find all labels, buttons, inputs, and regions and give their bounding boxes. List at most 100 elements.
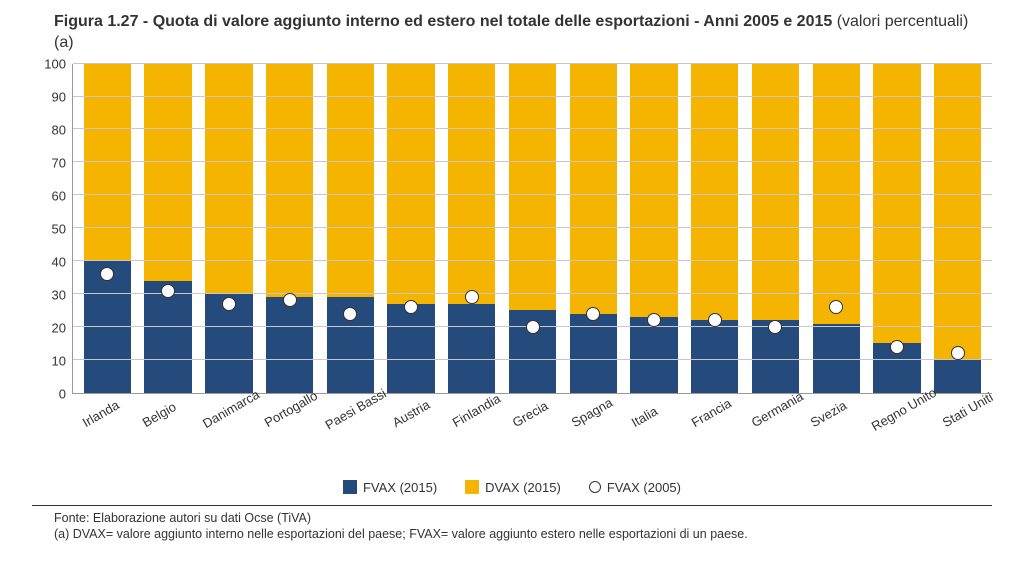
y-tick: 0 (59, 386, 66, 401)
fvax-2005-marker (343, 307, 357, 321)
footnote-a: (a) DVAX= valore aggiunto interno nelle … (24, 526, 1000, 543)
bar-seg-dvax (934, 64, 981, 360)
fvax-2005-marker (526, 320, 540, 334)
y-tick: 10 (52, 353, 66, 368)
swatch-dvax (465, 480, 479, 494)
bar-slot (745, 64, 806, 393)
y-tick: 70 (52, 155, 66, 170)
bar-seg-dvax (873, 64, 920, 344)
bar-seg-dvax (84, 64, 131, 261)
fvax-2005-marker (708, 313, 722, 327)
x-axis-labels: IrlandaBelgioDanimarcaPortogalloPaesi Ba… (72, 394, 992, 444)
y-tick: 50 (52, 221, 66, 236)
x-label: Stati Uniti (937, 382, 1014, 455)
bar-slot (381, 64, 442, 393)
bar (205, 64, 252, 393)
bar-slot (867, 64, 928, 393)
bar (813, 64, 860, 393)
bar-slot (138, 64, 199, 393)
bar (934, 64, 981, 393)
bars-container (73, 64, 992, 393)
gridline (73, 194, 992, 195)
fvax-2005-marker (465, 290, 479, 304)
fvax-2005-marker (283, 293, 297, 307)
bar-slot (927, 64, 988, 393)
bar-seg-fvax (691, 320, 738, 392)
chart: 0102030405060708090100 IrlandaBelgioDani… (32, 64, 992, 444)
legend-fvax-label: FVAX (2015) (363, 480, 437, 495)
fvax-2005-marker (222, 297, 236, 311)
gridline (73, 359, 992, 360)
legend-fvax: FVAX (2015) (343, 480, 437, 495)
bar-seg-dvax (570, 64, 617, 314)
y-tick: 80 (52, 122, 66, 137)
fvax-2005-marker (647, 313, 661, 327)
bar-slot (198, 64, 259, 393)
bar-seg-fvax (630, 317, 677, 393)
bar (84, 64, 131, 393)
legend-marker-label: FVAX (2005) (607, 480, 681, 495)
footer-rule (32, 505, 992, 506)
y-tick: 60 (52, 188, 66, 203)
gridline (73, 260, 992, 261)
bar-slot (806, 64, 867, 393)
legend-dvax: DVAX (2015) (465, 480, 561, 495)
figure-title: Figura 1.27 - Quota di valore aggiunto i… (24, 12, 1000, 54)
fvax-2005-marker (768, 320, 782, 334)
bar-seg-fvax (266, 297, 313, 392)
fvax-2005-marker (404, 300, 418, 314)
bar (448, 64, 495, 393)
bar-slot (259, 64, 320, 393)
fvax-2005-marker (829, 300, 843, 314)
bar-seg-dvax (691, 64, 738, 321)
bar (266, 64, 313, 393)
y-axis: 0102030405060708090100 (32, 64, 72, 394)
footnote-source: Fonte: Elaborazione autori su dati Ocse … (24, 510, 1000, 527)
bar (570, 64, 617, 393)
bar (873, 64, 920, 393)
gridline (73, 63, 992, 64)
swatch-marker (589, 481, 601, 493)
gridline (73, 293, 992, 294)
fvax-2005-marker (161, 284, 175, 298)
bar-seg-dvax (752, 64, 799, 321)
bar (752, 64, 799, 393)
bar (327, 64, 374, 393)
y-tick: 30 (52, 287, 66, 302)
plot-area (72, 64, 992, 394)
bar-seg-dvax (327, 64, 374, 298)
bar (509, 64, 556, 393)
bar-seg-dvax (630, 64, 677, 317)
bar-seg-dvax (448, 64, 495, 304)
fvax-2005-marker (951, 346, 965, 360)
bar-seg-dvax (387, 64, 434, 304)
bar-seg-fvax (448, 304, 495, 393)
gridline (73, 161, 992, 162)
legend-marker: FVAX (2005) (589, 480, 681, 495)
legend: FVAX (2015) DVAX (2015) FVAX (2005) (24, 480, 1000, 495)
legend-dvax-label: DVAX (2015) (485, 480, 561, 495)
bar (144, 64, 191, 393)
title-main: Figura 1.27 - Quota di valore aggiunto i… (54, 13, 837, 30)
bar-slot (502, 64, 563, 393)
bar-slot (624, 64, 685, 393)
gridline (73, 128, 992, 129)
bar (691, 64, 738, 393)
y-tick: 40 (52, 254, 66, 269)
fvax-2005-marker (586, 307, 600, 321)
y-tick: 100 (44, 56, 66, 71)
bar-slot (563, 64, 624, 393)
fvax-2005-marker (890, 340, 904, 354)
bar-slot (77, 64, 138, 393)
bar-slot (320, 64, 381, 393)
bar-seg-fvax (934, 360, 981, 393)
bar-slot (684, 64, 745, 393)
bar-seg-dvax (266, 64, 313, 298)
bar-seg-dvax (509, 64, 556, 311)
y-tick: 20 (52, 320, 66, 335)
fvax-2005-marker (100, 267, 114, 281)
gridline (73, 96, 992, 97)
swatch-fvax (343, 480, 357, 494)
bar-slot (441, 64, 502, 393)
bar (630, 64, 677, 393)
